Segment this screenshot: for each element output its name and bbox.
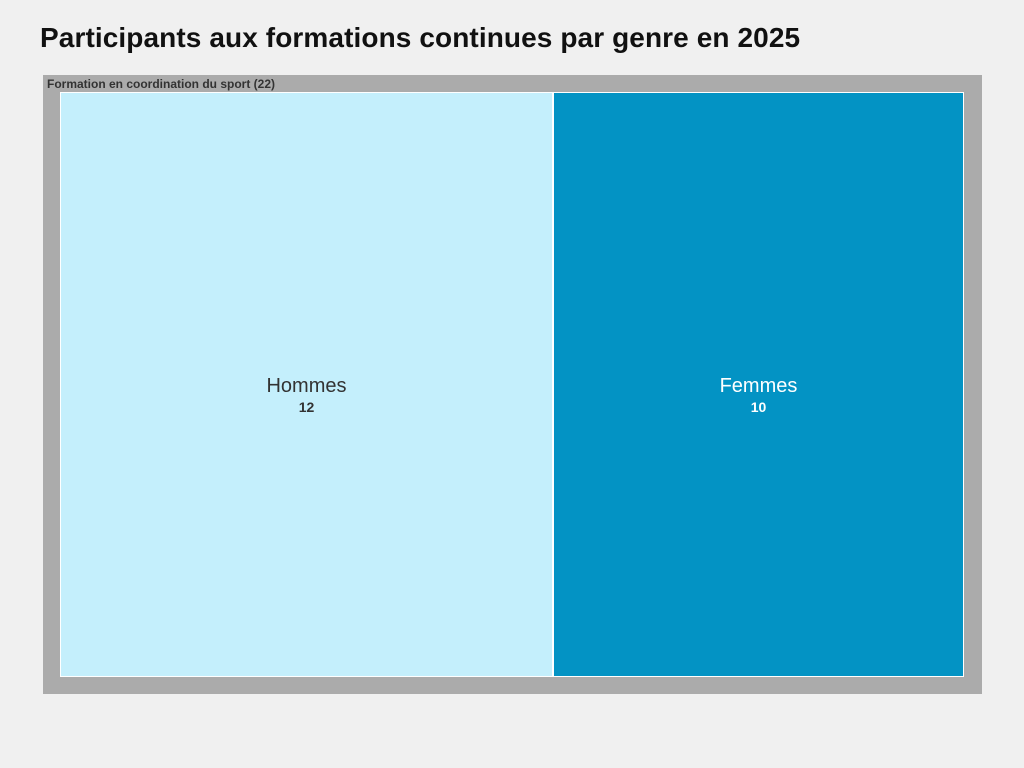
treemap-tiles: Hommes 12 Femmes 10: [60, 92, 964, 677]
treemap-tile-hommes: Hommes 12: [60, 92, 553, 677]
treemap-tile-text: Hommes 12: [61, 375, 552, 417]
treemap-group-label: Formation en coordination du sport (22): [47, 77, 275, 91]
treemap-tile-value: 12: [298, 398, 315, 415]
treemap-group-formation-coordination-sport: Formation en coordination du sport (22) …: [43, 75, 982, 694]
treemap-tile-text: Femmes 10: [554, 375, 963, 417]
treemap-tile-value: 10: [750, 398, 767, 415]
treemap-tile-femmes: Femmes 10: [553, 92, 964, 677]
treemap-tile-label: Hommes: [266, 374, 347, 397]
treemap-tile-label: Femmes: [719, 374, 798, 397]
chart-title: Participants aux formations continues pa…: [40, 22, 801, 53]
